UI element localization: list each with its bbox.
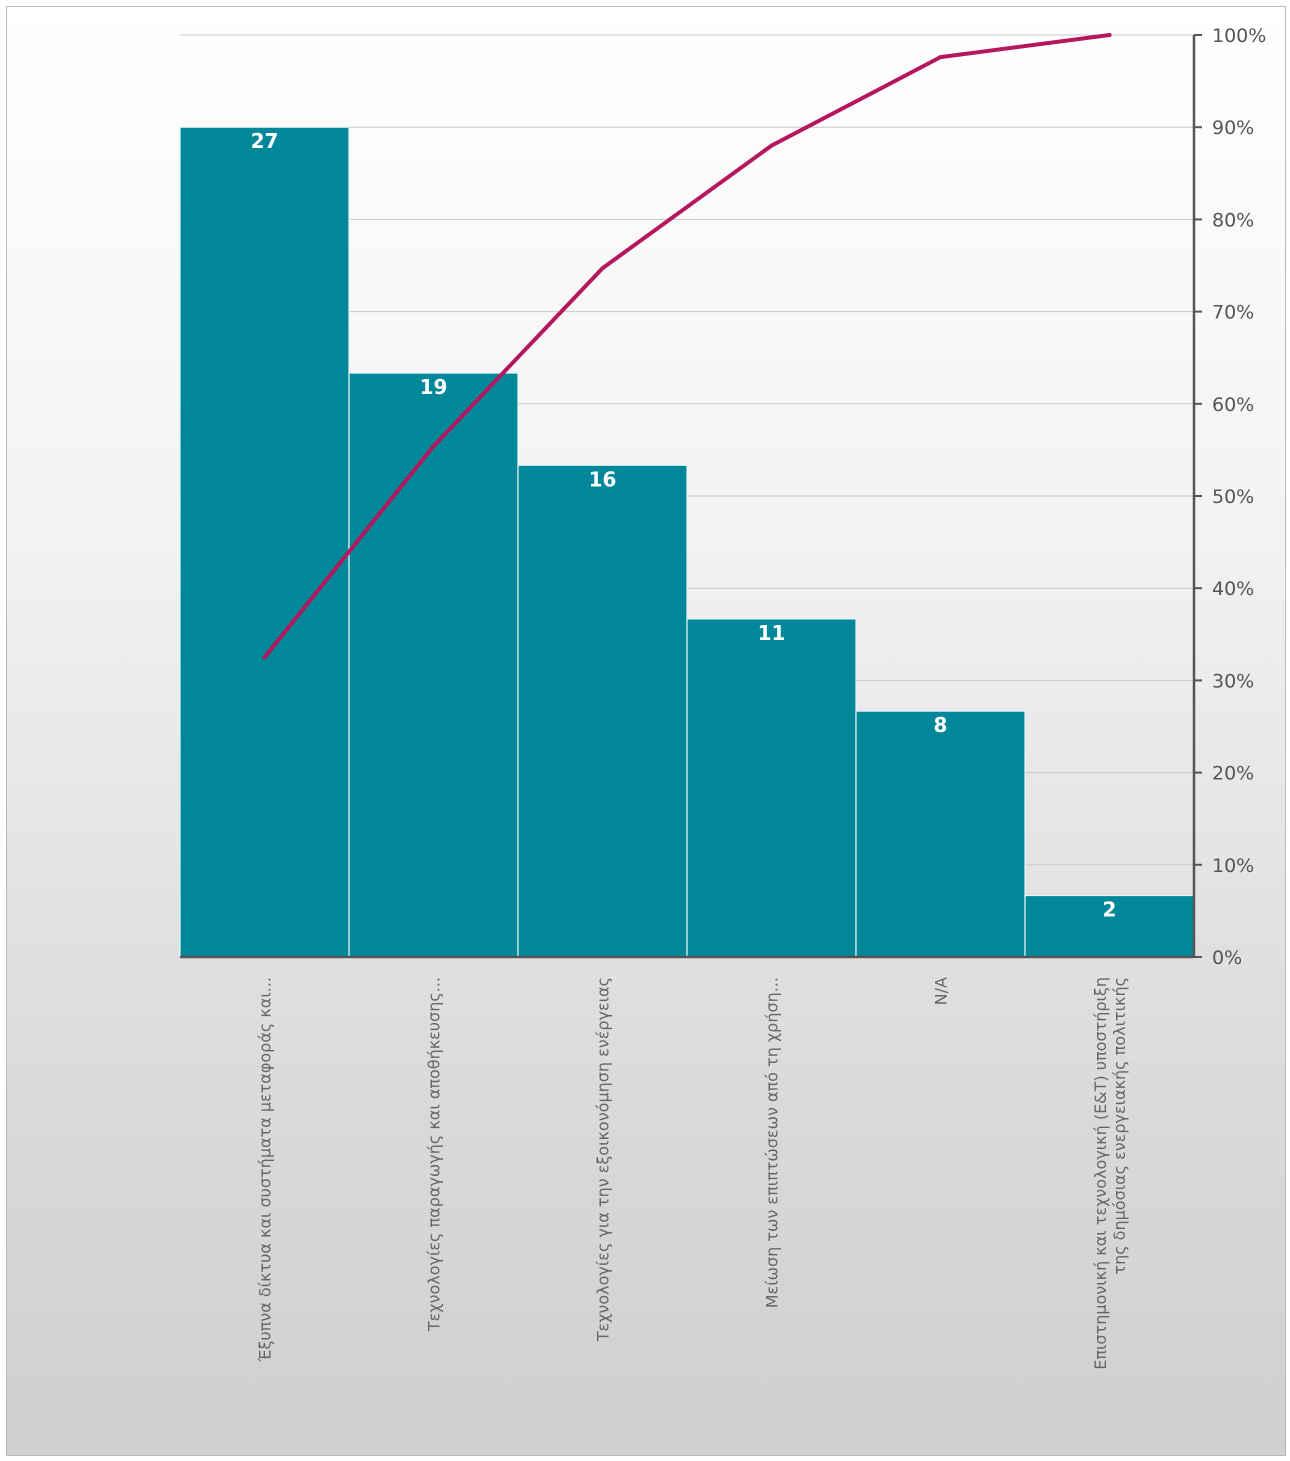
x-category-label: Επιστημονική και τεχνολογική (Ε&Τ) υποστ…: [1091, 977, 1110, 1370]
y-tick-label: 20%: [1212, 763, 1254, 785]
line-point: [600, 266, 605, 271]
y-tick-label: 60%: [1212, 394, 1254, 416]
y-tick-label: 30%: [1212, 670, 1254, 692]
x-category-label: Τεχνολογίες παραγωγής και αποθήκευσης...: [425, 977, 444, 1332]
y-tick-label: 90%: [1212, 117, 1254, 139]
line-point: [938, 55, 943, 60]
line-point: [262, 655, 267, 660]
line-point: [769, 143, 774, 148]
y-tick-label: 80%: [1212, 209, 1254, 231]
x-category-label: N/A: [932, 977, 951, 1005]
bar-data-label: 2: [1103, 898, 1117, 922]
bar: [179, 126, 350, 958]
y-tick-label: 10%: [1212, 855, 1254, 877]
bar-data-label: 8: [934, 713, 948, 737]
bar: [1024, 894, 1195, 958]
x-category-label: Μείωση των επιπτώσεων από τη χρήση...: [763, 977, 782, 1308]
bar: [855, 710, 1026, 958]
line-point: [1107, 33, 1112, 37]
bar: [348, 372, 519, 958]
y-tick-label: 100%: [1212, 25, 1266, 47]
bar-data-label: 16: [589, 467, 617, 491]
bar-data-label: 27: [251, 129, 279, 153]
x-category-label: Τεχνολογίες για την εξοικονόμηση ενέργει…: [594, 977, 613, 1342]
x-category-label: της δημόσιας ενεργειακής πολιτικής: [1110, 977, 1129, 1275]
line-point: [431, 444, 436, 449]
bar: [686, 618, 857, 958]
y-tick-label: 70%: [1212, 302, 1254, 324]
x-category-label: Έξυπνα δίκτυα και συστήματα μεταφοράς κα…: [256, 977, 275, 1362]
bar-data-label: 19: [420, 375, 448, 399]
bar: [517, 464, 688, 958]
cumulative-line: [262, 33, 1112, 660]
bar-data-label: 11: [758, 621, 786, 645]
y-tick-label: 40%: [1212, 578, 1254, 600]
y-tick-label: 0%: [1212, 947, 1242, 969]
y-tick-label: 50%: [1212, 486, 1254, 508]
